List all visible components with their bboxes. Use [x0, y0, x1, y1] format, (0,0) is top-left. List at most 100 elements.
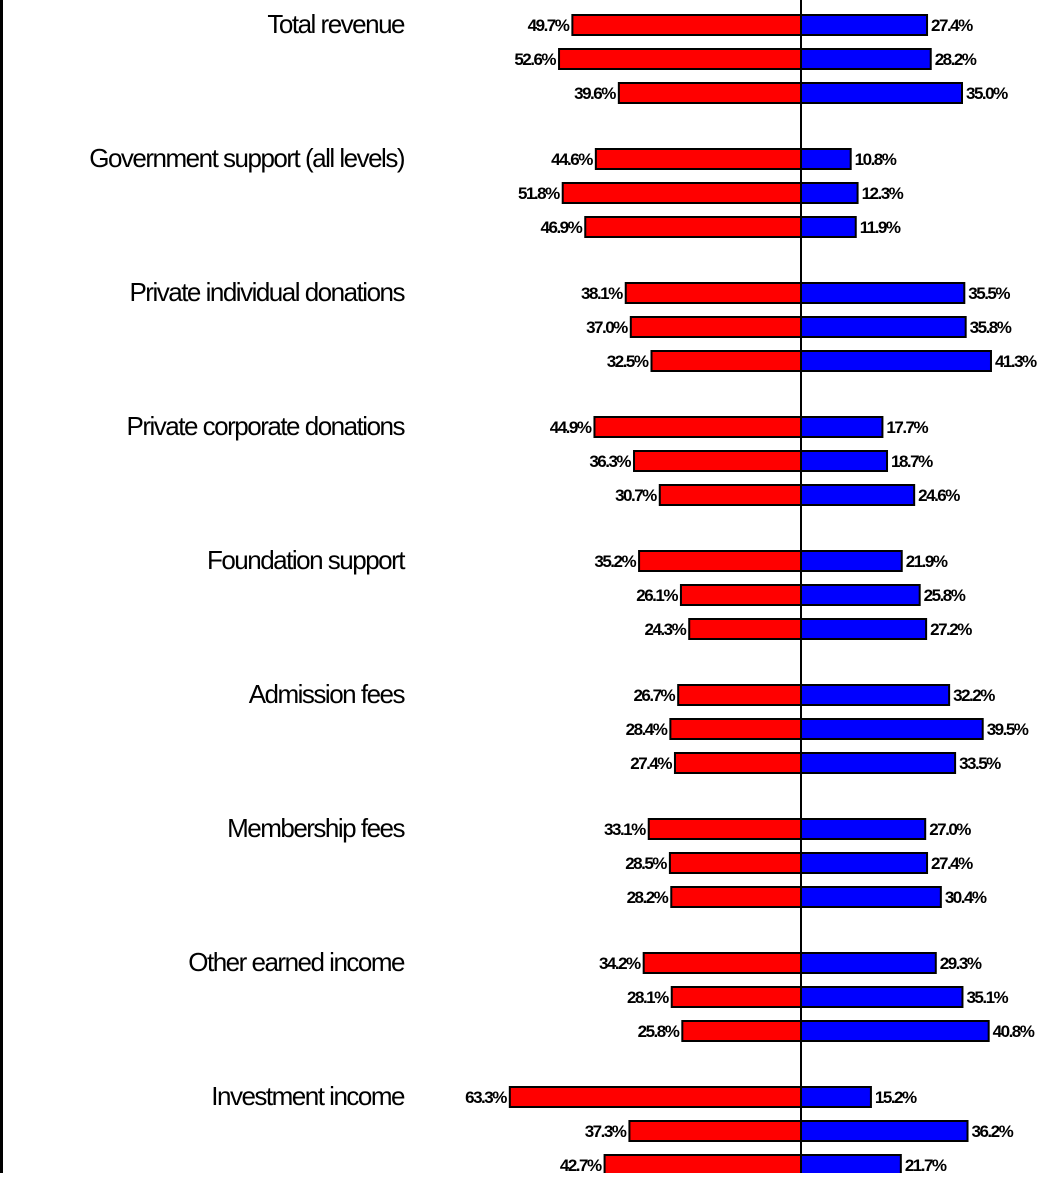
bar-right: [800, 886, 942, 908]
bar-right: [800, 14, 929, 36]
category-label: Admission fees: [249, 679, 406, 709]
data-label-right: 36.2%: [972, 1122, 1014, 1141]
bar-right: [800, 416, 884, 438]
bar-left: [594, 148, 803, 170]
data-label-right: 40.8%: [993, 1022, 1035, 1041]
category-label: Foundation support: [207, 545, 406, 575]
data-label-left: 25.8%: [638, 1022, 680, 1041]
bar-left: [642, 952, 802, 974]
bar-right: [800, 550, 903, 572]
category-label: Government support (all levels): [89, 143, 405, 173]
data-label-right: 30.4%: [945, 888, 987, 907]
bar-right: [800, 752, 957, 774]
data-label-right: 25.8%: [924, 586, 966, 605]
bar-right: [800, 1020, 990, 1042]
bar-left: [628, 1120, 802, 1142]
data-label-left: 33.1%: [604, 820, 646, 839]
data-label-left: 30.7%: [615, 486, 657, 505]
bar-left: [669, 718, 802, 740]
bar-left: [633, 450, 803, 472]
data-label-right: 39.5%: [987, 720, 1029, 739]
category-label: Private corporate donations: [127, 411, 406, 441]
bar-right: [800, 952, 937, 974]
bar-right: [800, 316, 967, 338]
bar-left: [670, 986, 802, 1008]
data-label-left: 38.1%: [581, 284, 623, 303]
category-label: Membership fees: [227, 813, 405, 843]
data-label-left: 37.0%: [586, 318, 628, 337]
data-label-left: 27.4%: [630, 754, 672, 773]
data-label-left: 34.2%: [599, 954, 641, 973]
bar-left: [647, 818, 802, 840]
data-label-left: 44.9%: [550, 418, 592, 437]
data-label-left: 39.6%: [574, 84, 616, 103]
bar-right: [800, 584, 921, 606]
bar-right: [800, 718, 984, 740]
data-label-left: 63.3%: [465, 1088, 507, 1107]
bar-left: [629, 316, 802, 338]
bar-left: [561, 182, 802, 204]
bar-right: [800, 684, 951, 706]
data-label-right: 17.7%: [886, 418, 928, 437]
data-label-right: 35.0%: [966, 84, 1008, 103]
bar-left: [670, 886, 803, 908]
bar-right: [800, 148, 852, 170]
data-label-right: 27.2%: [930, 620, 972, 639]
data-label-right: 21.9%: [906, 552, 948, 571]
data-label-left: 44.6%: [551, 150, 593, 169]
bar-right: [800, 818, 927, 840]
data-label-left: 28.5%: [625, 854, 667, 873]
data-label-right: 10.8%: [855, 150, 897, 169]
data-label-left: 35.2%: [594, 552, 636, 571]
data-label-right: 29.3%: [940, 954, 982, 973]
bar-right: [800, 216, 857, 238]
data-label-left: 49.7%: [528, 16, 570, 35]
data-label-right: 12.3%: [862, 184, 904, 203]
bar-left: [624, 282, 802, 304]
data-label-right: 28.2%: [935, 50, 977, 69]
data-label-left: 28.4%: [626, 720, 668, 739]
bar-right: [800, 986, 964, 1008]
bar-left: [584, 216, 803, 238]
bar-left: [679, 584, 802, 606]
data-label-left: 24.3%: [645, 620, 687, 639]
bar-right: [800, 484, 916, 506]
data-label-right: 27.4%: [931, 16, 973, 35]
bar-left: [688, 618, 802, 640]
data-label-right: 35.8%: [970, 318, 1012, 337]
bar-right: [800, 450, 889, 472]
data-label-right: 24.6%: [918, 486, 960, 505]
category-label: Investment income: [211, 1081, 405, 1111]
bar-right: [800, 618, 928, 640]
bar-right: [800, 48, 932, 70]
data-label-right: 21.7%: [905, 1156, 947, 1173]
data-label-left: 28.2%: [627, 888, 669, 907]
bar-left: [673, 752, 803, 774]
bar-left: [593, 416, 803, 438]
data-label-left: 26.1%: [636, 586, 678, 605]
data-label-right: 32.2%: [953, 686, 995, 705]
bar-left: [668, 852, 803, 874]
data-label-right: 35.5%: [968, 284, 1010, 303]
data-label-right: 27.0%: [929, 820, 971, 839]
bar-right: [800, 1086, 872, 1108]
bar-left: [638, 550, 803, 572]
bar-left: [603, 1154, 803, 1176]
bar-left: [681, 1020, 803, 1042]
data-label-left: 46.9%: [541, 218, 583, 237]
data-label-right: 18.7%: [891, 452, 933, 471]
bar-left: [658, 484, 803, 506]
bar-left: [677, 684, 802, 706]
bar-right: [800, 852, 929, 874]
bar-left: [571, 14, 802, 36]
bar-right: [800, 282, 966, 304]
bar-right: [800, 1120, 969, 1142]
data-label-left: 52.6%: [514, 50, 556, 69]
data-label-left: 51.8%: [518, 184, 560, 203]
data-label-left: 37.3%: [585, 1122, 627, 1141]
bar-right: [800, 182, 859, 204]
data-label-right: 35.1%: [966, 988, 1008, 1007]
data-label-right: 27.4%: [931, 854, 973, 873]
data-label-left: 42.7%: [560, 1156, 602, 1173]
